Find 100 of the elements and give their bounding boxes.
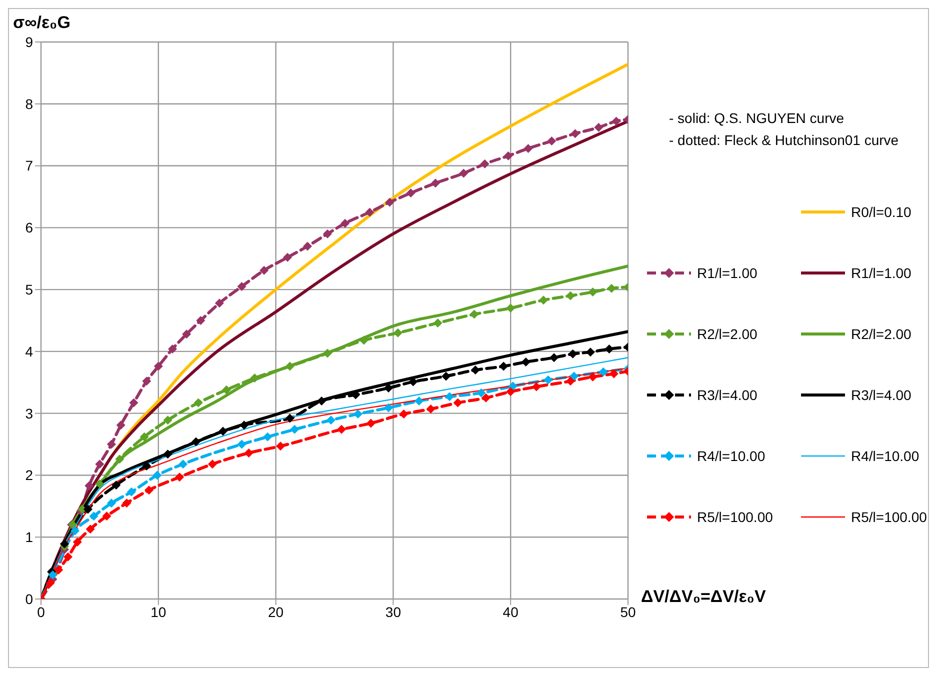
y-tick-label: 2 [25, 467, 34, 484]
x-axis-title: ΔV/ΔV₀=ΔV/ε₀V [641, 587, 766, 607]
legend-label: R1/l=1.00 [697, 265, 758, 281]
point [84, 481, 94, 490]
point [263, 432, 272, 442]
point [142, 376, 152, 386]
point [340, 218, 350, 228]
point [544, 375, 553, 384]
text: - solid: Q.S. NGUYEN curve [669, 109, 846, 128]
x-tick-label: 0 [37, 604, 46, 620]
point [598, 367, 608, 376]
point [414, 396, 424, 406]
point [570, 129, 580, 138]
point [182, 330, 192, 339]
x-tick-label: 30 [385, 604, 402, 620]
point [276, 442, 285, 451]
point [532, 382, 541, 392]
point [95, 460, 104, 469]
y-tick-label: 5 [25, 282, 34, 298]
y-axis-title: σ∞/ε₀G [13, 13, 70, 33]
point [359, 336, 368, 345]
point [322, 229, 332, 238]
point [129, 398, 138, 408]
legend-label: R2/l=2.00 [851, 326, 912, 342]
point [326, 416, 336, 425]
point [175, 472, 184, 482]
legend-label: R2/l=2.00 [697, 326, 758, 342]
point [524, 144, 533, 153]
point [566, 291, 575, 300]
y-tick-label: 3 [25, 405, 34, 422]
point [406, 188, 416, 198]
point [442, 372, 451, 381]
point [144, 486, 154, 495]
point [95, 479, 104, 488]
point [163, 416, 172, 425]
point [83, 504, 92, 514]
point [604, 344, 614, 354]
point [106, 440, 116, 449]
point [453, 398, 462, 408]
legend-label: R0/l=0.10 [851, 204, 912, 220]
point [196, 316, 206, 325]
legend-label: R5/l=100.00 [851, 509, 927, 525]
point [569, 372, 578, 381]
point [154, 362, 163, 371]
point [337, 424, 346, 434]
point [353, 409, 362, 418]
point [521, 357, 530, 366]
point [46, 578, 55, 588]
point [126, 487, 136, 496]
point [260, 266, 269, 275]
point [178, 460, 188, 469]
y-tick-label: 4 [25, 343, 34, 360]
point [54, 565, 64, 574]
point [290, 424, 300, 434]
y-tick-label: 6 [25, 220, 34, 236]
x-tick-label: 20 [268, 604, 284, 620]
point [208, 460, 217, 469]
x-tick-label: 10 [150, 604, 166, 620]
point [538, 296, 548, 305]
point [115, 454, 124, 464]
point [459, 168, 468, 178]
legend-label: R1/l=1.00 [851, 265, 912, 281]
point [470, 310, 479, 319]
point [60, 539, 69, 548]
point [303, 242, 312, 251]
point [237, 440, 246, 449]
point [588, 372, 598, 382]
point [430, 178, 440, 188]
point [506, 304, 516, 313]
point [64, 552, 72, 562]
point [214, 298, 224, 308]
point [426, 404, 436, 414]
point [89, 512, 98, 521]
point [222, 385, 231, 394]
point [285, 362, 294, 371]
point [168, 344, 177, 354]
point [384, 403, 394, 412]
point [365, 208, 374, 217]
y-tick-label: 7 [25, 158, 34, 174]
point [550, 353, 559, 362]
point [445, 392, 454, 402]
point [72, 538, 82, 547]
x-tick-label: 50 [620, 604, 636, 620]
point [102, 512, 112, 521]
point [594, 122, 604, 132]
point [163, 450, 172, 459]
point [191, 437, 200, 446]
point [609, 369, 618, 378]
point [385, 198, 394, 207]
point [433, 318, 442, 328]
point [480, 159, 490, 168]
point [70, 526, 80, 536]
point [499, 362, 508, 371]
point [547, 136, 556, 146]
point [237, 282, 246, 291]
point [86, 524, 95, 534]
y-tick-label: 8 [25, 96, 34, 112]
point [568, 349, 578, 358]
point [508, 382, 518, 391]
point [218, 426, 228, 436]
